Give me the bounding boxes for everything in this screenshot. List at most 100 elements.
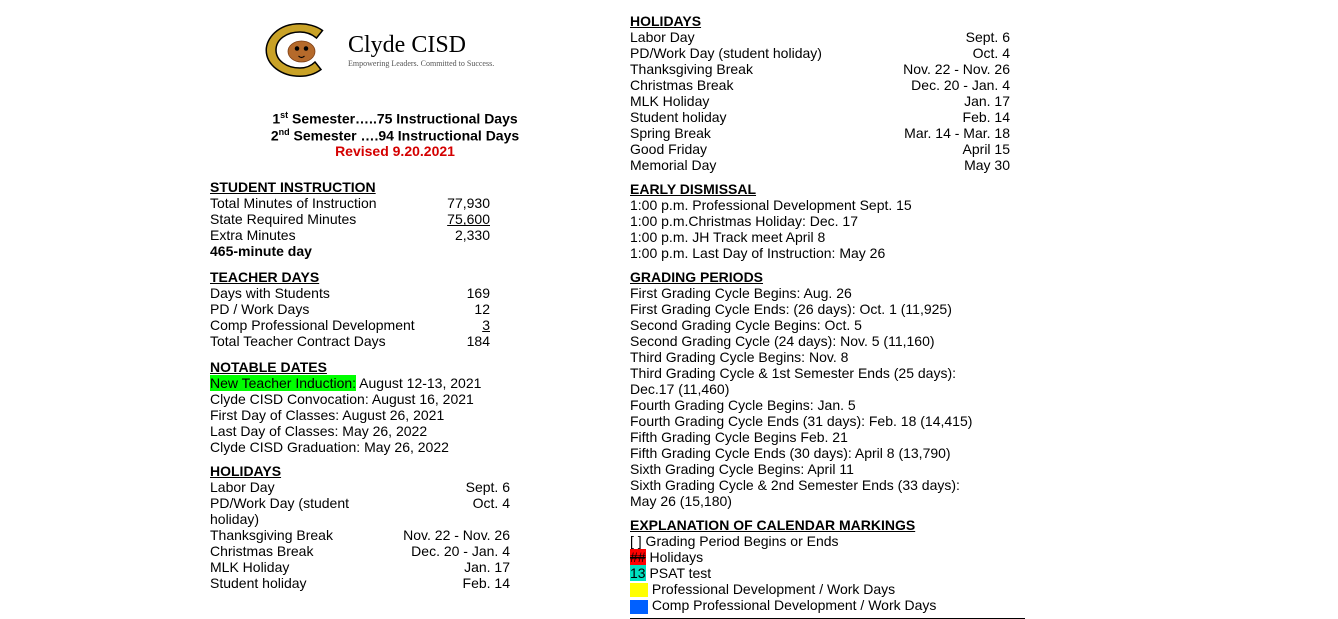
row-label: PD/Work Day (student holiday) (210, 495, 380, 527)
grading-line: Fourth Grading Cycle Ends (31 days): Feb… (630, 413, 1010, 429)
row-value: Sept. 6 (380, 479, 510, 495)
row-label: Good Friday (630, 141, 880, 157)
data-row: Thanksgiving BreakNov. 22 - Nov. 26 (210, 527, 510, 543)
minute-day: 465-minute day (210, 243, 490, 259)
sem2-sup: nd (279, 127, 290, 137)
grading-line: Second Grading Cycle (24 days): Nov. 5 (… (630, 333, 1010, 349)
semester-line-2: 2nd Semester ….94 Instructional Days (210, 127, 580, 144)
revised-date: Revised 9.20.2021 (210, 143, 580, 159)
data-row: Student holidayFeb. 14 (210, 575, 510, 591)
row-label: PD / Work Days (210, 301, 420, 317)
row-label: Christmas Break (630, 77, 880, 93)
holiday-marker: ## (630, 549, 646, 565)
semester-block: 1st Semester…..75 Instructional Days 2nd… (210, 110, 580, 159)
row-value: Oct. 4 (880, 45, 1010, 61)
row-label: MLK Holiday (210, 559, 380, 575)
early-dismissal-line: 1:00 p.m. Last Day of Instruction: May 2… (630, 245, 1010, 261)
data-row: Comp Professional Development3 (210, 317, 490, 333)
data-row: Good FridayApril 15 (630, 141, 1010, 157)
row-value: Dec. 20 - Jan. 4 (380, 543, 510, 559)
new-teacher-dates: August 12-13, 2021 (356, 375, 481, 391)
student-instruction-section: STUDENT INSTRUCTION Total Minutes of Ins… (210, 179, 490, 259)
early-dismissal-line: 1:00 p.m. JH Track meet April 8 (630, 229, 1010, 245)
row-value: Nov. 22 - Nov. 26 (380, 527, 510, 543)
row-label: Extra Minutes (210, 227, 420, 243)
row-value: 3 (420, 317, 490, 333)
data-row: Memorial DayMay 30 (630, 157, 1010, 173)
markings-heading: EXPLANATION OF CALENDAR MARKINGS (630, 517, 1010, 533)
grading-line: Fifth Grading Cycle Ends (30 days): Apri… (630, 445, 1010, 461)
data-row: Total Teacher Contract Days184 (210, 333, 490, 349)
data-row: Labor DaySept. 6 (630, 29, 1010, 45)
semester-line-1: 1st Semester…..75 Instructional Days (210, 110, 580, 127)
data-row: Thanksgiving BreakNov. 22 - Nov. 26 (630, 61, 1010, 77)
notable-line: Last Day of Classes: May 26, 2022 (210, 423, 610, 439)
row-value: April 15 (880, 141, 1010, 157)
row-value: 169 (420, 285, 490, 301)
notable-line: Clyde CISD Graduation: May 26, 2022 (210, 439, 610, 455)
notable-line: First Day of Classes: August 26, 2021 (210, 407, 610, 423)
sem1-rest: Semester…..75 Instructional Days (288, 111, 518, 127)
early-dismissal-line: 1:00 p.m.Christmas Holiday: Dec. 17 (630, 213, 1010, 229)
row-value: 184 (420, 333, 490, 349)
psat-marker: 13 (630, 565, 646, 581)
comp-pd-marker-label: Comp Professional Development / Work Day… (648, 597, 936, 613)
data-row: Total Minutes of Instruction77,930 (210, 195, 490, 211)
marking-row-4: Professional Development / Work Days (630, 581, 1010, 597)
grading-line: First Grading Cycle Begins: Aug. 26 (630, 285, 1010, 301)
grading-line: Third Grading Cycle & 1st Semester Ends … (630, 365, 1010, 381)
notable-dates-section: NOTABLE DATES New Teacher Induction: Aug… (210, 359, 610, 455)
data-row: Days with Students169 (210, 285, 490, 301)
sem1-num: 1 (272, 111, 280, 127)
row-label: MLK Holiday (630, 93, 880, 109)
grading-line: Second Grading Cycle Begins: Oct. 5 (630, 317, 1010, 333)
grading-line: Fifth Grading Cycle Begins Feb. 21 (630, 429, 1010, 445)
school-logo-icon (260, 20, 340, 80)
right-column: HOLIDAYS Labor DaySept. 6PD/Work Day (st… (610, 0, 1338, 608)
grading-line: Sixth Grading Cycle & 2nd Semester Ends … (630, 477, 1010, 493)
row-value: 75,600 (420, 211, 490, 227)
teacher-days-heading: TEACHER DAYS (210, 269, 490, 285)
grading-line: Fourth Grading Cycle Begins: Jan. 5 (630, 397, 1010, 413)
pd-marker (630, 583, 648, 597)
row-label: Spring Break (630, 125, 880, 141)
row-label: Student holiday (210, 575, 380, 591)
data-row: Student holidayFeb. 14 (630, 109, 1010, 125)
sem1-sup: st (280, 110, 288, 120)
data-row: Spring BreakMar. 14 - Mar. 18 (630, 125, 1010, 141)
row-value: Feb. 14 (880, 109, 1010, 125)
document-page: Clyde CISD Empowering Leaders. Committed… (0, 0, 1338, 608)
data-row: Extra Minutes2,330 (210, 227, 490, 243)
row-label: Student holiday (630, 109, 880, 125)
grading-line: Third Grading Cycle Begins: Nov. 8 (630, 349, 1010, 365)
marking-row-5: Comp Professional Development / Work Day… (630, 597, 1010, 613)
row-label: Days with Students (210, 285, 420, 301)
row-value: Oct. 4 (380, 495, 510, 527)
logo-subtitle: Empowering Leaders. Committed to Success… (348, 59, 494, 68)
comp-pd-marker (630, 600, 648, 614)
row-label: PD/Work Day (student holiday) (630, 45, 880, 61)
data-row: PD/Work Day (student holiday)Oct. 4 (630, 45, 1010, 61)
data-row: State Required Minutes75,600 (210, 211, 490, 227)
logo-block: Clyde CISD Empowering Leaders. Committed… (260, 20, 610, 80)
row-value: Nov. 22 - Nov. 26 (880, 61, 1010, 77)
row-value: Sept. 6 (880, 29, 1010, 45)
holiday-marker-label: Holidays (646, 549, 704, 565)
new-teacher-highlight: New Teacher Induction: (210, 375, 356, 391)
bottom-rule (630, 618, 1025, 619)
grading-heading: GRADING PERIODS (630, 269, 1010, 285)
row-value: Dec. 20 - Jan. 4 (880, 77, 1010, 93)
marking-row-1: [ ] Grading Period Begins or Ends (630, 533, 1010, 549)
notable-line: Clyde CISD Convocation: August 16, 2021 (210, 391, 610, 407)
data-row: Labor DaySept. 6 (210, 479, 510, 495)
holidays-left-heading: HOLIDAYS (210, 463, 510, 479)
row-label: Memorial Day (630, 157, 880, 173)
row-label: State Required Minutes (210, 211, 420, 227)
student-instruction-heading: STUDENT INSTRUCTION (210, 179, 490, 195)
holidays-right-heading: HOLIDAYS (630, 13, 1010, 29)
data-row: Christmas BreakDec. 20 - Jan. 4 (210, 543, 510, 559)
grading-line: Sixth Grading Cycle Begins: April 11 (630, 461, 1010, 477)
row-label: Total Minutes of Instruction (210, 195, 420, 211)
sem2-rest: Semester ….94 Instructional Days (290, 127, 520, 143)
row-value: Mar. 14 - Mar. 18 (880, 125, 1010, 141)
